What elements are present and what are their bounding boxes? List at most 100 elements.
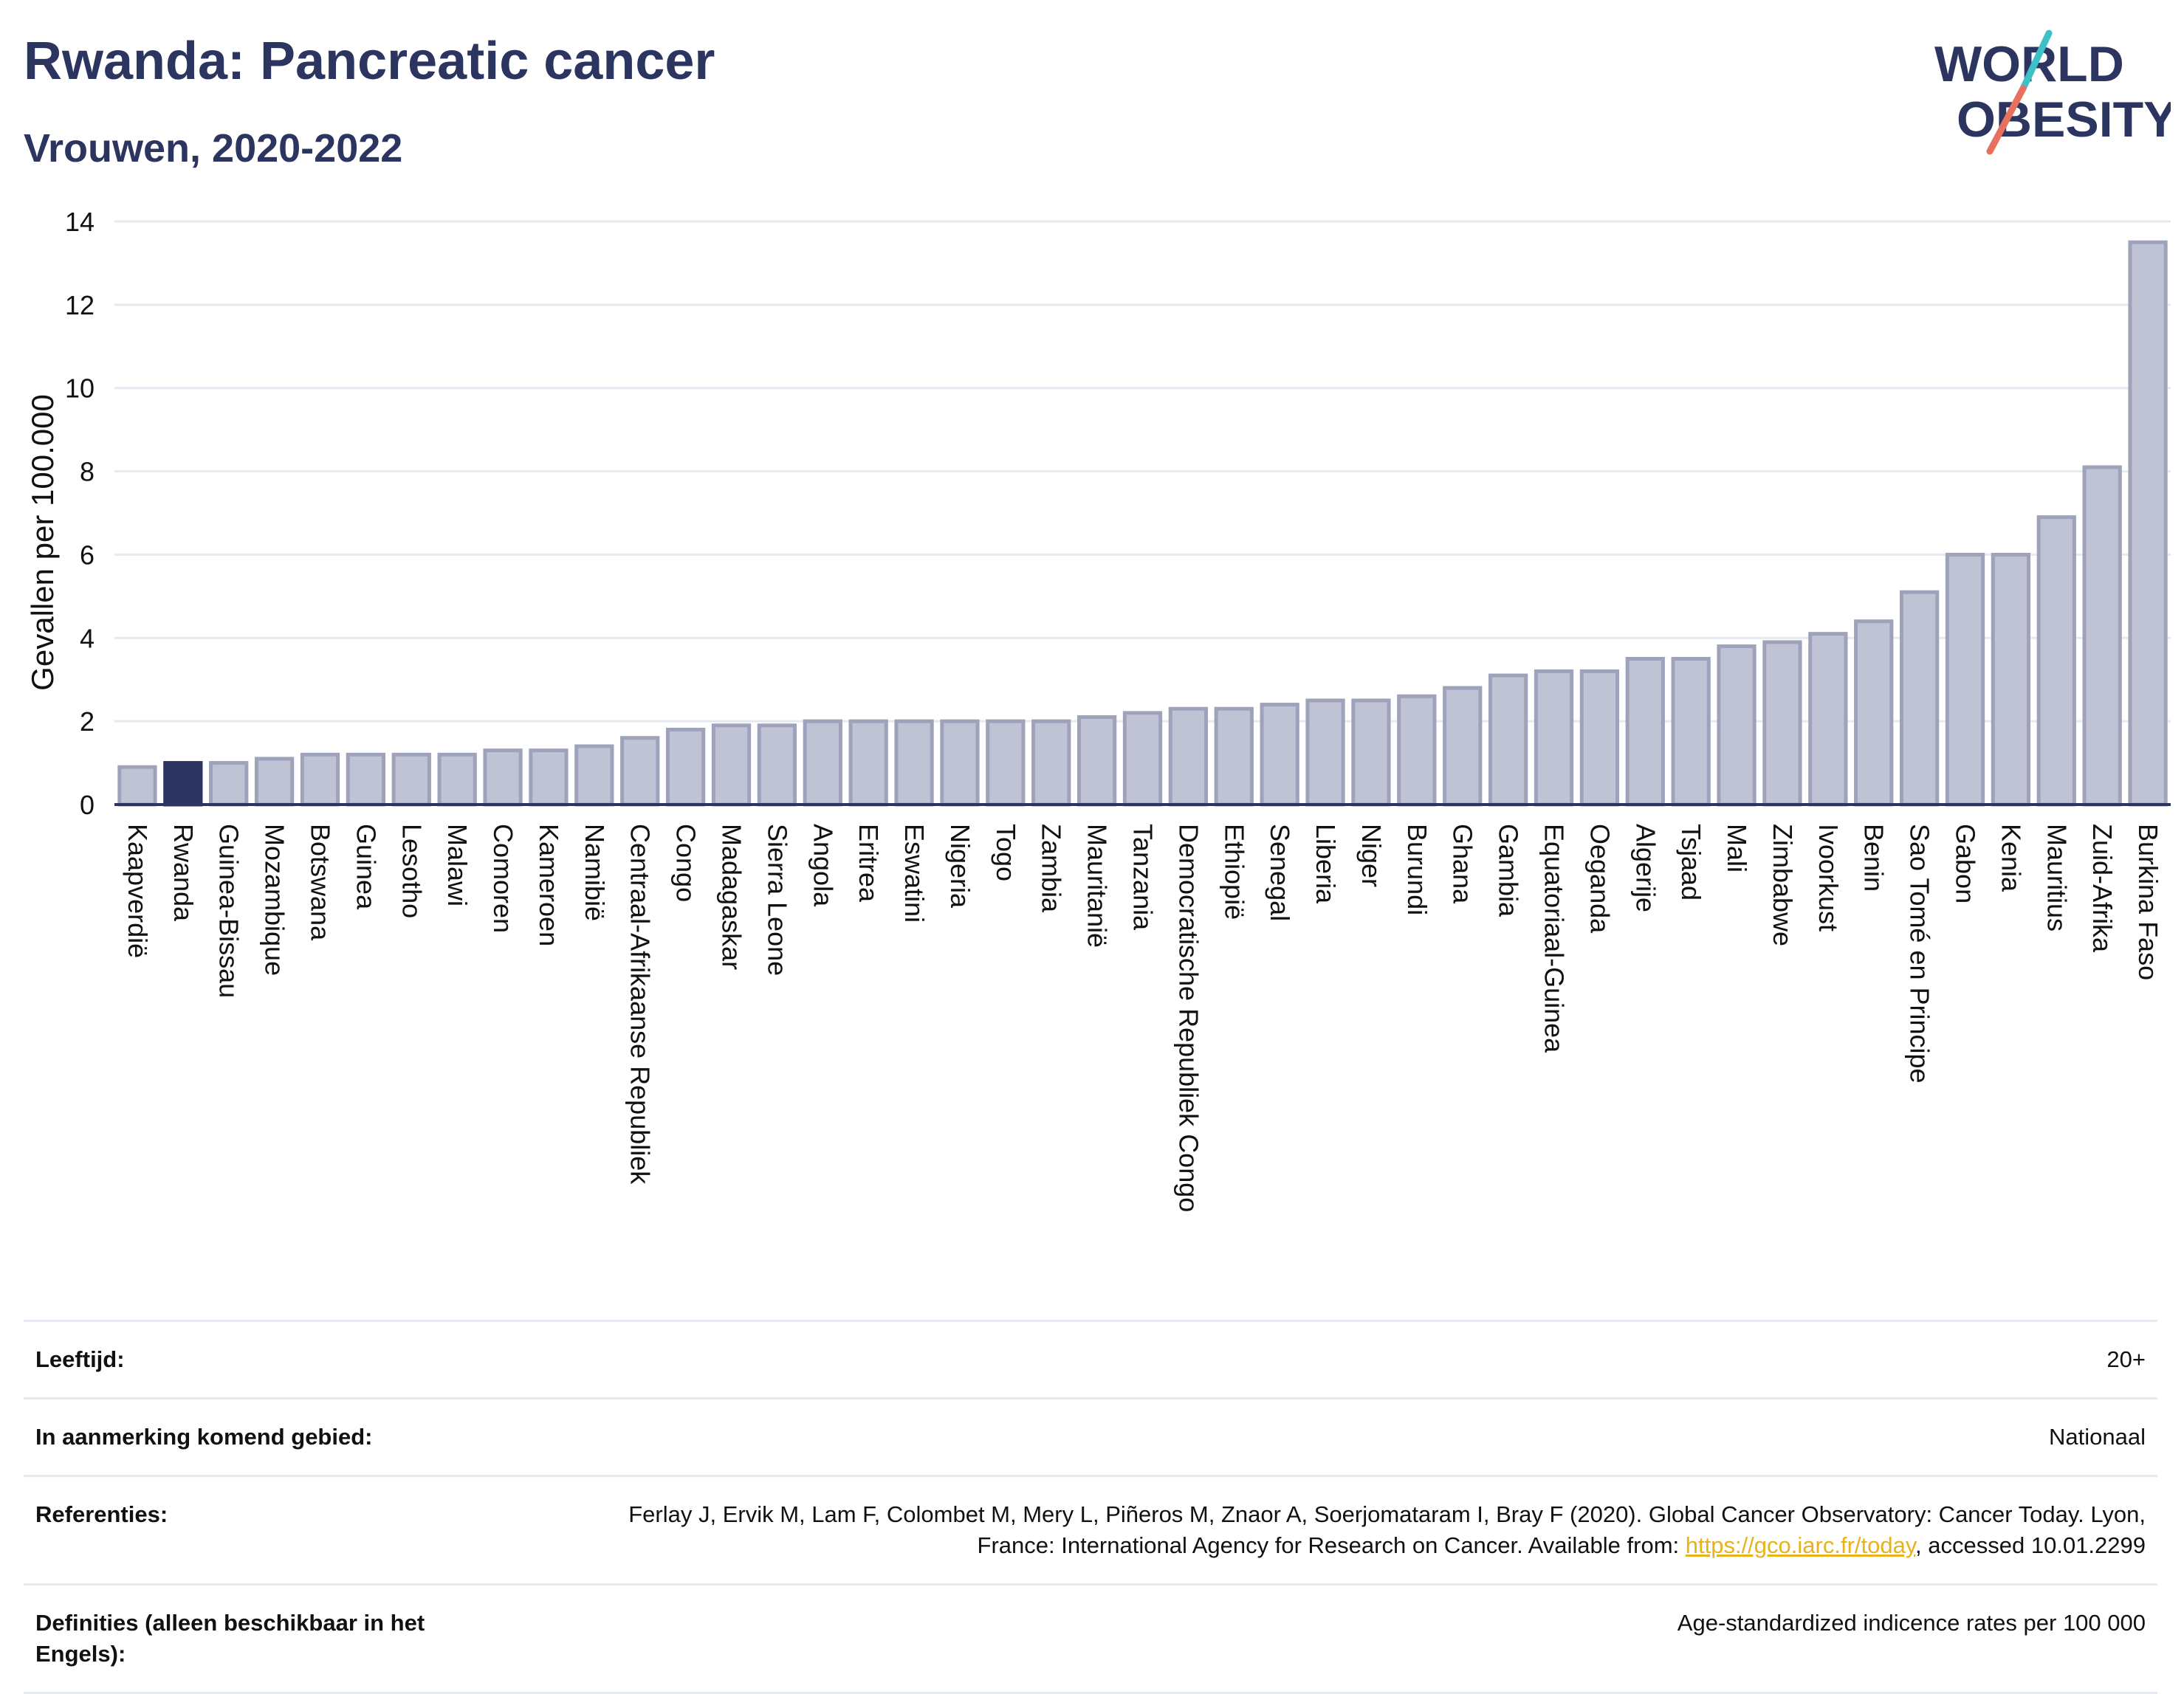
x-tick-label: Ivoorkust (1813, 824, 1844, 932)
bar-zambia (1031, 719, 1071, 807)
x-tick-label: Malawi (442, 824, 473, 906)
x-tick-label: Guinea (351, 824, 381, 910)
x-tick-label: Democratische Republiek Congo (1173, 824, 1203, 1212)
bar-zimbabwe (1762, 640, 1802, 807)
x-tick-label: Mozambique (260, 824, 290, 976)
y-tick-label: 8 (80, 457, 95, 487)
chart-title: Rwanda: Pancreatic cancer (24, 32, 715, 91)
x-tick-label: Botswana (306, 824, 336, 941)
y-tick-label: 2 (80, 706, 95, 737)
x-tick-label: Centraal-Afrikaanse Republiek (625, 824, 656, 1185)
bar-tanzania (1122, 711, 1163, 807)
x-tick-label: Guinea-Bissau (214, 824, 244, 998)
x-tick-label: Mauritius (2042, 824, 2072, 932)
x-tick-label: Angola (808, 824, 838, 907)
meta-row-area: In aanmerking komend gebied: Nationaal (24, 1397, 2157, 1475)
bar-congo (665, 727, 706, 807)
x-tick-label: Madagaskar (717, 824, 747, 970)
bar-centraal-afrikaanse-republiek (620, 736, 660, 807)
x-tick-label: Comoren (488, 824, 518, 933)
x-tick-label: Gabon (1951, 824, 1981, 903)
x-tick-label: Togo (991, 824, 1021, 881)
references-value: Ferlay J, Ervik M, Lam F, Colombet M, Me… (558, 1499, 2146, 1561)
bar-equatoriaal-guinea (1534, 669, 1574, 807)
x-tick-label: Ethiopië (1219, 824, 1249, 920)
x-tick-label: Zuid-Afrika (2087, 824, 2118, 953)
bar-ivoorkust (1808, 632, 1848, 807)
world-obesity-logo: WORLD OBESITY (1934, 30, 2171, 155)
y-tick-label: 12 (65, 290, 95, 320)
x-tick-label: Nigeria (945, 824, 975, 909)
bar-ethiopi- (1214, 706, 1254, 807)
bar-guinea (346, 752, 386, 807)
bar-mauritani- (1076, 715, 1117, 807)
x-tick-label: Tsjaad (1676, 824, 1706, 901)
bar-burundi (1397, 694, 1437, 807)
references-text-1: Ferlay J, Ervik M, Lam F, Colombet M, Me… (628, 1501, 2146, 1558)
y-tick-label: 0 (80, 790, 95, 820)
x-tick-label: Kaapverdië (123, 824, 153, 958)
y-tick-label: 14 (65, 207, 95, 237)
x-tick-label: Equatoriaal-Guinea (1539, 824, 1570, 1053)
x-tick-label: Lesotho (396, 824, 427, 918)
x-tick-label: Oeganda (1584, 824, 1615, 934)
y-tick-label: 10 (65, 373, 95, 404)
bar-guinea-bissau (209, 761, 249, 807)
bar-rwanda (163, 761, 203, 807)
definitions-label: Definities (alleen beschikbaar in het En… (35, 1610, 425, 1667)
x-tick-label: Mauritanië (1082, 824, 1113, 948)
x-tick-label: Burkina Faso (2133, 824, 2163, 980)
bar-kaapverdi- (117, 765, 157, 807)
bar-mali (1717, 644, 1757, 807)
x-tick-label: Eritrea (854, 824, 884, 903)
meta-row-references: Referenties: Ferlay J, Ervik M, Lam F, C… (24, 1475, 2157, 1583)
bar-benin (1854, 619, 1894, 807)
area-value: Nationaal (2049, 1424, 2146, 1450)
bar-sierra-leone (757, 723, 797, 807)
x-tick-label: Tanzania (1128, 824, 1158, 931)
bar-oeganda (1579, 669, 1620, 807)
area-label: In aanmerking komend gebied: (35, 1424, 373, 1450)
x-tick-label: Kenia (1996, 824, 2026, 892)
bar-malawi (437, 752, 477, 807)
bar-senegal (1260, 703, 1299, 807)
x-tick-label: Sierra Leone (762, 824, 792, 976)
bar-comoren (483, 748, 523, 807)
definitions-value: Age-standardized indicence rates per 100… (1677, 1610, 2146, 1636)
bar-democratische-republiek-congo (1168, 706, 1209, 807)
age-value: 20+ (2106, 1346, 2146, 1372)
bar-liberia (1305, 698, 1345, 807)
bar-mozambique (254, 757, 295, 807)
bar-ghana (1443, 686, 1483, 807)
y-axis-label: Gevallen per 100.000 (25, 394, 60, 691)
metadata-table: Leeftijd: 20+ In aanmerking komend gebie… (24, 1320, 2157, 1694)
bar-burkina-faso (2128, 240, 2168, 807)
chart-subtitle: Vrouwen, 2020-2022 (24, 126, 403, 171)
references-link[interactable]: https://gco.iarc.fr/today (1685, 1532, 1916, 1558)
bar-algerije (1625, 657, 1665, 807)
bar-togo (986, 719, 1026, 807)
x-tick-label: Gambia (1494, 824, 1524, 917)
x-tick-label: Mali (1722, 824, 1752, 872)
bar-botswana (300, 752, 340, 807)
bar-lesotho (391, 752, 431, 807)
bar-tsjaad (1671, 657, 1711, 807)
x-tick-label: Zimbabwe (1768, 824, 1798, 946)
x-tick-label: Niger (1356, 824, 1387, 887)
logo-slash-red (1986, 85, 2027, 155)
bar-niger (1351, 698, 1391, 807)
bar-eswatini (894, 719, 934, 807)
y-tick-label: 6 (80, 540, 95, 570)
age-label: Leeftijd: (35, 1346, 125, 1372)
references-label: Referenties: (35, 1501, 168, 1527)
bar-chart: 0 2 4 6 8 10 12 14 Gevallen per 100.000 Kaapverdi… (25, 207, 2171, 1212)
x-tick-label: Rwanda (168, 824, 199, 922)
x-tick-label: Sao Tomé en Principe (1905, 824, 1935, 1084)
bar-kenia (1991, 552, 2031, 807)
bar-nigeria (940, 719, 980, 807)
meta-row-definitions: Definities (alleen beschikbaar in het En… (24, 1583, 2157, 1694)
bar-madagaskar (711, 723, 752, 807)
bar-angola (803, 719, 842, 807)
x-tick-label: Ghana (1448, 824, 1478, 904)
x-tick-label: Congo (671, 824, 701, 902)
